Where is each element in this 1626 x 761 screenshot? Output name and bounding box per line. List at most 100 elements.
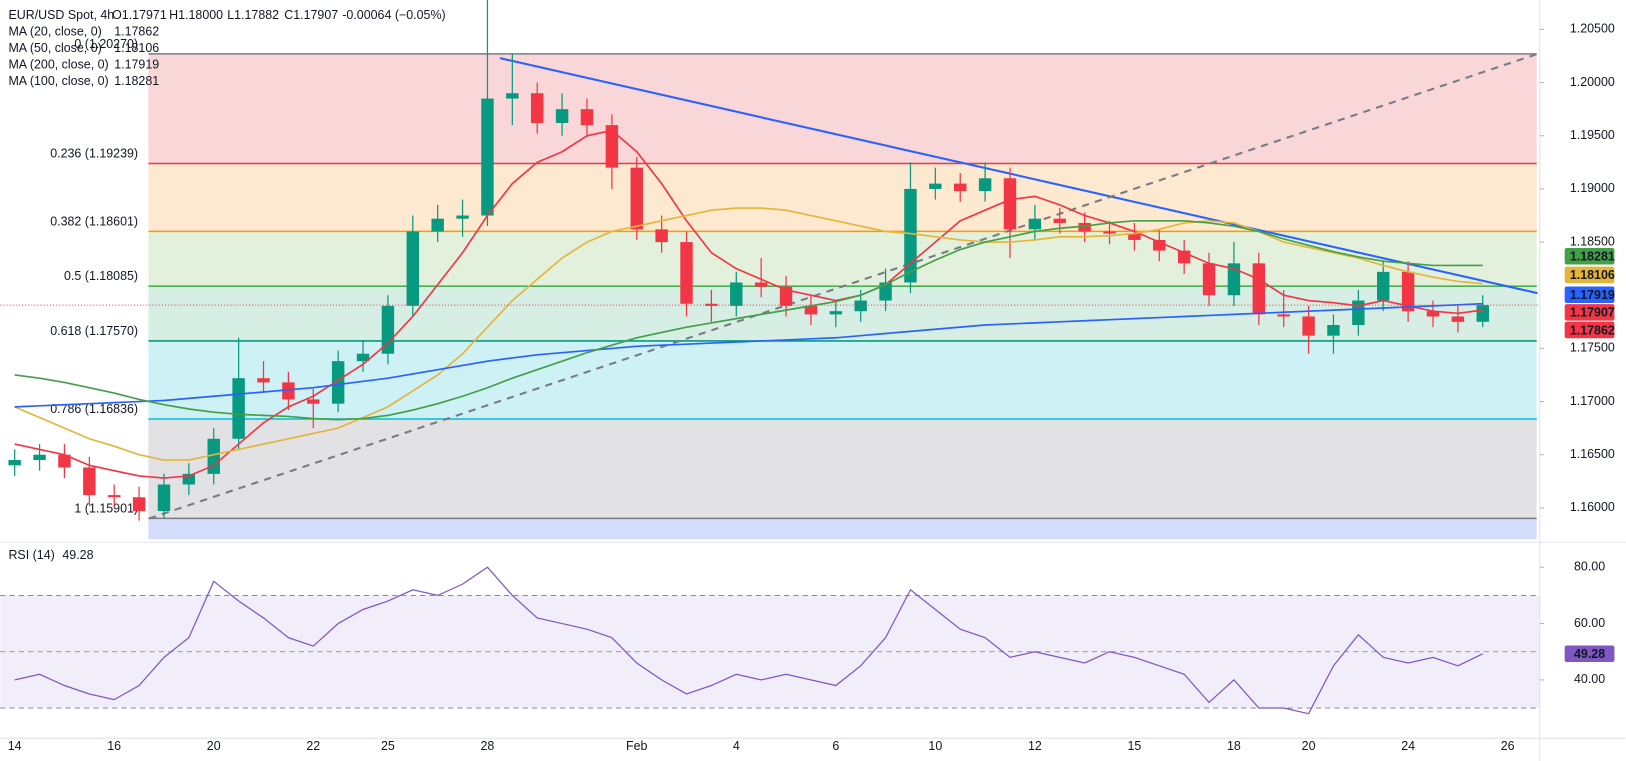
candle-body [257,378,270,383]
fib-zone [148,518,1537,540]
price-tag [1564,321,1615,339]
x-tick-label: 20 [207,739,221,753]
candle-body [754,282,768,287]
candle-body [655,229,668,243]
ohlc-close: C1.17907 [284,8,338,22]
fib-label: 0.618 (1.17570) [50,324,138,338]
candle-body [207,438,220,474]
ma-legend-name: MA (200, close, 0) [8,58,108,72]
ma-legend-value: 1.18106 [114,41,159,55]
candle-body [182,473,196,485]
candle-body [506,93,519,99]
candle-body [978,178,992,192]
price-tag [1564,286,1615,304]
rsi-title: RSI (14) [8,548,54,562]
background-layer: 0 (1.20270) 0.236 (1.19239) 0.382 (1.18601… [0,37,1540,709]
y-tick-label: 1.19000 [1570,181,1615,195]
fib-zone [148,231,1537,287]
candle-body [954,183,967,192]
price-tag-label: 1.18106 [1570,268,1615,282]
candle-body [630,167,643,230]
candle-body [1451,316,1465,322]
candle-body [1053,218,1066,223]
candle-body [132,497,146,512]
candle-body [1128,233,1141,240]
rsi-value: 49.28 [62,548,93,562]
candle-body [481,98,494,216]
y-tick-label: 60.00 [1574,616,1605,630]
y-tick-label: 1.18500 [1570,234,1615,248]
x-tick-label: 20 [1302,739,1316,753]
candle-body [83,467,96,496]
plot-layer [0,0,1540,715]
chart-title: EUR/USD Spot, 4h [8,8,114,22]
candle-body [605,125,619,168]
fib-zone [148,53,1537,164]
x-tick-label: 16 [107,739,121,753]
candle-body [456,215,469,219]
x-tick-label: 26 [1501,739,1515,753]
candle-body [1153,239,1166,251]
candle-body [804,305,818,315]
candle-body [406,231,420,306]
x-tick-label: 28 [481,739,495,753]
x-tick-label: 24 [1401,739,1415,753]
candle-body [705,303,718,306]
fib-zone [148,163,1537,232]
candle-body [1401,271,1415,312]
candle-body [282,382,295,400]
price-tag-label: 1.18281 [1570,250,1615,264]
y-tick-label: 1.20500 [1570,22,1615,36]
x-tick-label: Feb [626,739,648,753]
price-tag-label: 1.17907 [1570,306,1615,320]
trendline [148,52,1538,520]
fib-label: 1 (1.15901) [74,501,138,515]
candle-body [8,460,21,466]
candle-body [381,305,395,354]
y-tick-label: 1.17000 [1570,394,1615,408]
candle-body [879,282,892,301]
candle-body [58,454,71,468]
candle-body [1078,222,1091,232]
ma-legend-name: MA (20, close, 0) [8,24,101,38]
moving-average [14,207,1483,461]
moving-average [14,219,1483,421]
ohlc-open: O1.17971 [112,8,167,22]
rsi-line [14,566,1484,715]
candle-body [1426,311,1440,317]
candle-body [1202,263,1216,296]
candle-body [157,484,171,512]
price-tag-label: 1.17919 [1570,288,1615,302]
fib-zone [148,418,1537,519]
candle-body [307,399,320,404]
y-tick-label: 1.20000 [1570,75,1615,89]
fib-label: 0 (1.20270) [74,37,138,51]
price-tag [1564,304,1615,321]
candle-body [904,188,917,283]
fib-label: 0.382 (1.18601) [50,214,138,228]
x-tick-label: 22 [306,739,320,753]
y-tick-label: 80.00 [1574,560,1605,574]
ohlc-low: L1.17882 [227,8,279,22]
candle-body [854,300,867,312]
x-tick-label: 4 [733,739,740,753]
price-tag [1564,247,1615,265]
x-tick-label: 12 [1028,739,1042,753]
candle-body [730,282,743,306]
candle-body [1476,305,1489,322]
candle-body [929,183,942,189]
x-tick-label: 10 [928,739,942,753]
fib-label: 0.786 (1.16836) [50,402,138,416]
candle-body [331,361,345,404]
candle-body [1003,178,1017,230]
candle-body [555,109,569,124]
moving-average [14,302,1483,408]
candle-body [431,218,444,232]
candle-body [1227,263,1241,296]
ma-legend-value: 1.17862 [114,24,159,38]
y-tick-label: 1.17500 [1570,341,1615,355]
ohlc-high: H1.18000 [169,8,223,22]
ma-legend-name: MA (100, close, 0) [8,74,108,88]
